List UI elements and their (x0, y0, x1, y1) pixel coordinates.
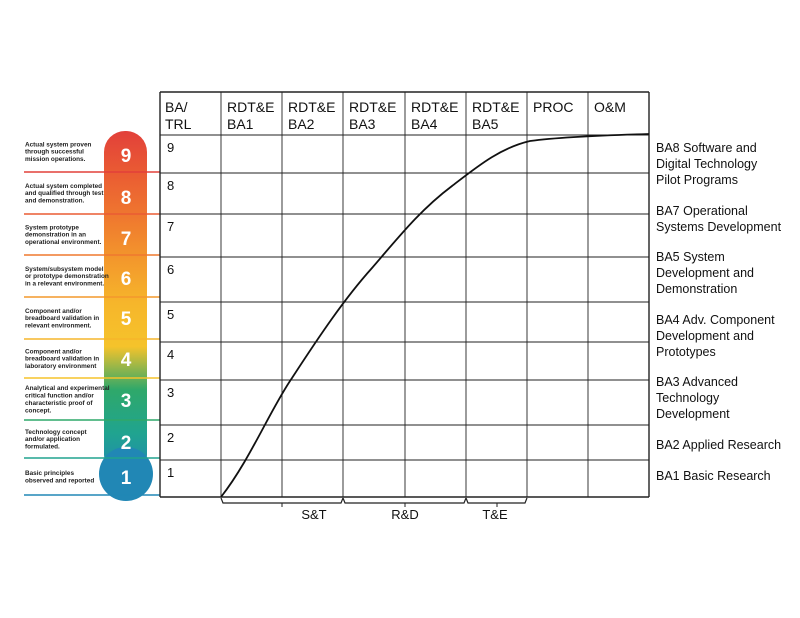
column-header-line: RDT&E (227, 99, 274, 115)
trl-level-description: breadboard validation in (25, 356, 99, 363)
column-header-line: BA5 (472, 116, 499, 132)
trl-level-number: 8 (121, 188, 132, 209)
ba-label-line: Development and (656, 329, 754, 343)
bracket-line (220, 497, 344, 504)
ba-label-line: Digital Technology (656, 157, 758, 171)
trl-row-label: 3 (167, 385, 174, 400)
trl-row-label: 5 (167, 307, 174, 322)
ba-label-line: BA2 Applied Research (656, 438, 781, 452)
trl-level-description: Technology concept (25, 429, 88, 436)
column-header-line: O&M (594, 99, 626, 115)
ba-label-line: Pilot Programs (656, 173, 738, 187)
trl-level-description: Basic principles (25, 470, 74, 477)
trl-level-number: 6 (121, 269, 132, 290)
ba-label-line: BA1 Basic Research (656, 469, 771, 483)
trl-level-description: and/or application (25, 436, 80, 443)
trl-level-description: formulated. (25, 444, 60, 451)
budget-activity-labels: BA8 Software and Digital Technology Pilot … (656, 141, 782, 483)
column-header-line: BA3 (349, 116, 376, 132)
thermometer-bulb (99, 447, 153, 501)
trl-level-description: System prototype (25, 224, 79, 231)
trl-level-description: or prototype demonstration (25, 273, 109, 280)
maturity-curve-layer (220, 133, 650, 498)
bracket-label: T&E (482, 507, 508, 522)
bracket-line (342, 497, 467, 504)
trl-level-description: critical function and/or (25, 393, 94, 400)
maturity-curve (220, 133, 650, 498)
trl-level-description: concept. (25, 407, 52, 414)
column-header-line: BA4 (411, 116, 438, 132)
column-header-line: RDT&E (349, 99, 396, 115)
ba-label-line: BA7 Operational (656, 204, 748, 218)
trl-row-label: 9 (167, 140, 174, 155)
ba-label-line: BA4 Adv. Component (656, 313, 775, 327)
ba-label-line: Development (656, 407, 730, 421)
trl-row-label: 4 (167, 347, 174, 362)
ba-label-line: Systems Development (656, 220, 782, 234)
trl-level-number: 3 (121, 391, 132, 412)
trl-level-number: 7 (121, 229, 132, 250)
trl-row-label: 7 (167, 219, 174, 234)
trl-level-description: operational environment. (25, 239, 102, 246)
corner-header-line: TRL (165, 116, 192, 132)
bracket-label: R&D (391, 507, 418, 522)
trl-level-description: in a relevant environment. (25, 281, 104, 288)
trl-row-label: 1 (167, 465, 174, 480)
trl-level-description: breadboard validation in (25, 315, 99, 322)
trl-level-description: Component and/or (25, 308, 82, 315)
trl-level-description: relevant environment. (25, 323, 92, 330)
column-header-line: RDT&E (288, 99, 335, 115)
trl-level-description: characteristic proof of (25, 400, 93, 407)
trl-level-description: demonstration in an (25, 232, 86, 239)
ba-label-line: BA5 System (656, 250, 725, 264)
bracket-line (465, 497, 528, 504)
trl-level-description: observed and reported (25, 477, 94, 484)
trl-row-label: 2 (167, 430, 174, 445)
column-header-line: RDT&E (411, 99, 458, 115)
ba-label-line: BA8 Software and (656, 141, 757, 155)
trl-row-label: 8 (167, 178, 174, 193)
trl-level-description: Actual system completed (25, 183, 102, 190)
trl-level-description: and qualified through test (25, 190, 104, 197)
ba-label-line: Technology (656, 391, 720, 405)
corner-header-line: BA/ (165, 99, 188, 115)
trl-level-description: Component and/or (25, 348, 82, 355)
trl-row-label: 6 (167, 262, 174, 277)
thermometer-tube (104, 131, 147, 476)
column-header-line: BA1 (227, 116, 254, 132)
column-header-line: BA2 (288, 116, 315, 132)
trl-level-description: through successful (25, 149, 84, 156)
trl-level-description: mission operations. (25, 156, 86, 163)
ba-trl-grid: BA/TRLRDT&EBA1RDT&EBA2RDT&EBA3RDT&EBA4RD… (159, 91, 650, 498)
trl-level-number: 1 (121, 468, 132, 489)
trl-level-description: and demonstration. (25, 198, 85, 205)
trl-level-number: 9 (121, 146, 132, 167)
column-header-line: PROC (533, 99, 573, 115)
bracket-label: S&T (301, 507, 326, 522)
trl-level-description: Analytical and experimental (25, 385, 110, 392)
ba-label-line: Development and (656, 266, 754, 280)
ba-label-line: BA3 Advanced (656, 375, 738, 389)
trl-level-number: 5 (121, 309, 132, 330)
trl-level-description: Actual system proven (25, 141, 92, 148)
trl-level-description: laboratory environment (25, 363, 97, 370)
column-header-line: RDT&E (472, 99, 519, 115)
ba-label-line: Demonstration (656, 282, 737, 296)
trl-level-number: 4 (121, 350, 132, 371)
trl-level-number: 2 (121, 433, 132, 454)
funding-brackets: S&T R&D T&E (220, 497, 528, 522)
ba-label-line: Prototypes (656, 345, 716, 359)
trl-level-description: System/subsystem model (25, 266, 104, 273)
